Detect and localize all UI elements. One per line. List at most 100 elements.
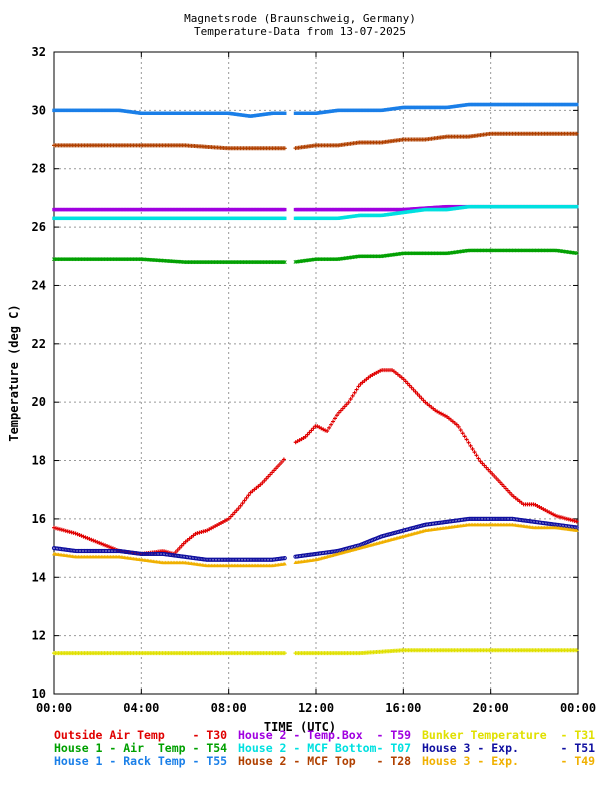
- series-T28: [52, 131, 579, 151]
- data-point-T30: [500, 482, 505, 487]
- data-point-T30: [230, 512, 235, 517]
- data-point-T30: [266, 474, 271, 479]
- data-point-T30: [492, 473, 497, 478]
- legend-label: House 1 - Air Temp: [54, 741, 193, 755]
- data-point-T30: [234, 508, 239, 513]
- data-point-T30: [350, 393, 355, 398]
- data-point-T30: [325, 429, 330, 434]
- data-point-T30: [476, 456, 481, 461]
- data-point-T30: [413, 389, 418, 394]
- data-point-T30: [327, 425, 332, 430]
- data-point-T30: [415, 392, 420, 397]
- data-point-T30: [334, 413, 339, 418]
- data-point-T30: [331, 419, 336, 424]
- legend-label: House 1 - Rack Temp: [54, 754, 193, 768]
- x-tick-label: 20:00: [473, 701, 509, 715]
- data-point-T30: [240, 501, 245, 506]
- legend-code: - T28: [376, 754, 412, 768]
- legend-label: Outside Air Temp: [54, 728, 193, 742]
- y-tick-label: 10: [32, 687, 46, 701]
- data-point-T30: [470, 446, 475, 451]
- data-point-T30: [340, 406, 345, 411]
- data-point-T30: [346, 400, 351, 405]
- y-tick-label: 20: [32, 395, 46, 409]
- x-tick-label: 08:00: [211, 701, 247, 715]
- data-point-T30: [242, 498, 247, 503]
- legend-item-T28: House 2 - MCF Top - T28: [238, 754, 411, 768]
- series-T49: [52, 522, 579, 568]
- data-point-T30: [260, 480, 265, 485]
- legend-code: - T51: [560, 741, 596, 755]
- series-T54: [52, 248, 579, 265]
- legend-code: - T31: [560, 728, 596, 742]
- data-point-T30: [262, 478, 267, 483]
- data-point-T30: [272, 468, 277, 473]
- data-point-T30: [232, 510, 237, 515]
- data-point-T30: [336, 410, 341, 415]
- legend-code: - T54: [192, 741, 228, 755]
- data-point-T30: [307, 430, 312, 435]
- data-point-T30: [462, 434, 467, 439]
- data-point-T30: [417, 394, 422, 399]
- y-tick-label: 26: [32, 220, 46, 234]
- data-point-T30: [305, 432, 310, 437]
- data-point-T30: [344, 402, 349, 407]
- data-point-T30: [203, 528, 208, 533]
- data-point-T30: [503, 486, 508, 491]
- data-point-T30: [348, 397, 353, 402]
- data-point-T30: [407, 383, 412, 388]
- legend-label: House 2 - MCF Bottom: [238, 741, 377, 755]
- data-point-T59: [283, 207, 287, 212]
- y-tick-label: 32: [32, 45, 46, 59]
- data-point-T49: [574, 528, 579, 532]
- y-tick-label: 12: [32, 629, 46, 643]
- data-point-T30: [342, 404, 347, 409]
- data-point-T30: [498, 480, 503, 485]
- data-point-T30: [352, 390, 357, 395]
- data-point-T30: [309, 428, 314, 433]
- data-point-T30: [268, 472, 273, 477]
- legend-item-T54: House 1 - Air Temp - T54: [54, 741, 227, 755]
- data-point-T30: [356, 384, 361, 389]
- data-point-T30: [274, 466, 279, 471]
- data-point-T30: [338, 408, 343, 413]
- y-tick-label: 30: [32, 103, 46, 117]
- legend-label: House 2 - MCF Top: [238, 754, 377, 768]
- y-tick-label: 28: [32, 162, 46, 176]
- legend-item-T59: House 2 - Temp.Box - T59: [238, 728, 411, 742]
- data-point-T54: [574, 251, 579, 256]
- x-tick-label: 00:00: [36, 701, 72, 715]
- data-point-T51: [282, 556, 287, 561]
- data-point-T30: [303, 434, 308, 439]
- data-point-T07: [574, 204, 579, 209]
- series-T55: [52, 102, 579, 118]
- data-point-T31: [574, 648, 579, 653]
- legend-label: Bunker Temperature: [422, 728, 561, 742]
- legend-code: - T07: [376, 741, 412, 755]
- data-point-T30: [173, 550, 178, 555]
- data-point-T07: [283, 216, 287, 221]
- data-point-T30: [311, 426, 316, 431]
- data-point-T30: [281, 457, 286, 462]
- data-point-T30: [472, 450, 477, 455]
- data-point-T30: [419, 396, 424, 401]
- data-point-T30: [277, 462, 282, 467]
- data-point-T30: [246, 493, 251, 498]
- data-point-T30: [270, 470, 275, 475]
- data-point-T30: [488, 469, 493, 474]
- data-point-T30: [276, 464, 281, 469]
- data-point-T30: [480, 461, 485, 466]
- data-point-T30: [236, 506, 241, 511]
- data-point-T30: [179, 543, 184, 548]
- y-tick-label: 24: [32, 278, 46, 292]
- y-tick-label: 14: [32, 570, 46, 584]
- data-point-T30: [466, 440, 471, 445]
- data-point-T30: [482, 463, 487, 468]
- data-point-T30: [226, 516, 231, 521]
- legend-code: - T30: [192, 728, 228, 742]
- data-point-T30: [175, 547, 180, 552]
- y-tick-label: 16: [32, 512, 46, 526]
- data-point-T30: [496, 478, 501, 483]
- data-point-T30: [460, 431, 465, 436]
